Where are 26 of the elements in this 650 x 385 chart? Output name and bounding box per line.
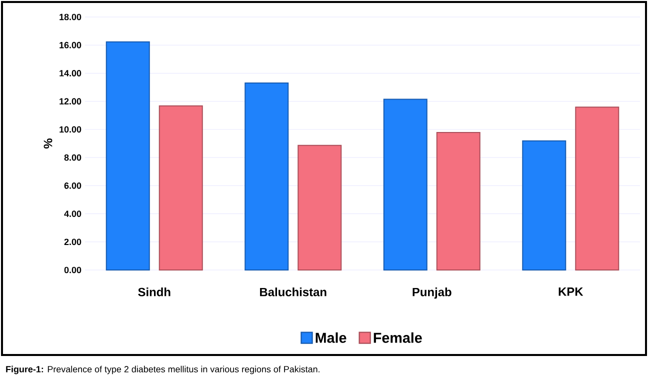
legend-label: Male xyxy=(316,332,346,343)
y-tick-label: 8.00 xyxy=(64,154,82,161)
legend-label: Female xyxy=(374,332,422,343)
bar xyxy=(106,41,150,270)
y-tick-label: 16.00 xyxy=(60,42,82,48)
y-tick-label: 2.00 xyxy=(64,238,82,246)
y-tick-label: 18.00 xyxy=(60,14,82,20)
bar xyxy=(244,82,289,270)
x-tick-label: Baluchistan xyxy=(260,288,326,296)
bar xyxy=(436,132,480,270)
y-tick-label: 0.00 xyxy=(64,266,82,274)
bar xyxy=(298,144,342,270)
y-tick-label: 12.00 xyxy=(60,98,82,105)
bar xyxy=(575,106,620,270)
y-tick-label: 6.00 xyxy=(64,182,82,189)
bar xyxy=(158,105,203,270)
y-axis-title: % xyxy=(44,138,52,149)
y-tick-label: 10.00 xyxy=(60,126,82,133)
x-tick-label: Sindh xyxy=(138,288,170,296)
text: Figure-1: Prevalence of type 2 diabetes mellitus in various regions of Pakistan. xyxy=(6,366,320,374)
x-tick-label: Punjab xyxy=(412,288,452,299)
x-tick-label: KPK xyxy=(558,288,584,296)
bar xyxy=(383,98,428,270)
bar xyxy=(522,140,566,270)
y-tick-label: 4.00 xyxy=(64,210,82,217)
y-tick-label: 14.00 xyxy=(60,70,82,76)
